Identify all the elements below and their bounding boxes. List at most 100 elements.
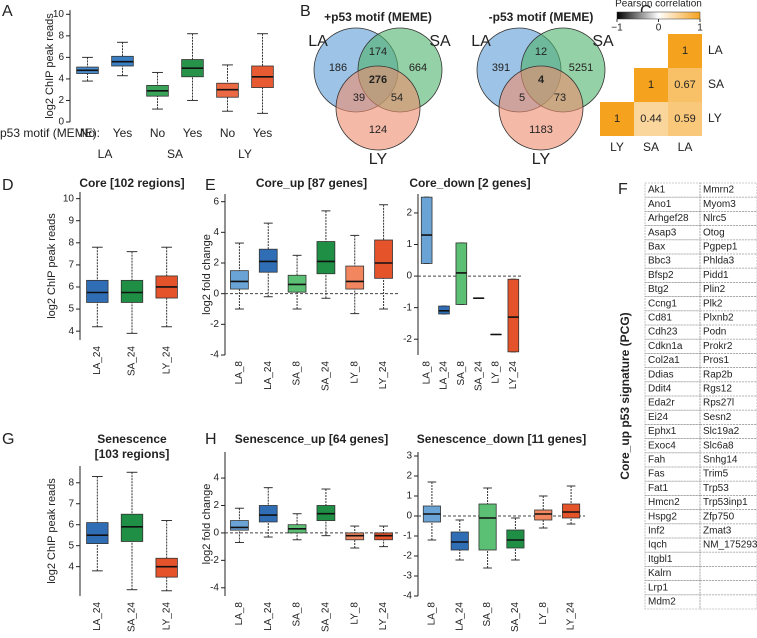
gene-name: Itgbl1 xyxy=(648,554,673,565)
gene-name: Mdm2 xyxy=(648,597,676,608)
y-tick-label: 6 xyxy=(68,519,74,530)
box xyxy=(346,266,364,289)
chart-title: Core [102 regions] xyxy=(79,176,184,190)
gene-name: Ak1 xyxy=(648,185,666,196)
table-cell xyxy=(700,552,757,566)
chart-title: Senescence_up [64 genes] xyxy=(235,432,388,446)
gene-name: Rps27l xyxy=(703,398,734,409)
y-axis-label: log2 ChIP peak reads xyxy=(46,478,58,584)
y-tick-label: -2 xyxy=(403,334,412,345)
y-axis-label: log2 fold change xyxy=(201,234,213,315)
x-tick-label: LY_24 xyxy=(161,346,172,375)
x-tick-label: LY_24 xyxy=(378,361,389,390)
table-cell xyxy=(700,595,757,609)
gene-name: Myom3 xyxy=(703,199,736,210)
region-count: 73 xyxy=(554,92,566,104)
gene-name: Ei24 xyxy=(648,412,668,423)
gene-name: Fas xyxy=(648,469,665,480)
gene-name: Arhgef28 xyxy=(648,213,689,224)
colorbar-title: Pearson correlation xyxy=(615,0,702,10)
region-count: 276 xyxy=(369,74,387,86)
x-tick-label: Yes xyxy=(183,126,203,140)
x-tick-label: LA_24 xyxy=(439,361,450,390)
cell-label: 1 xyxy=(648,79,654,91)
gene-name: Trp53inp1 xyxy=(703,497,748,508)
y-tick-label: 0 xyxy=(213,288,219,299)
x-tick-label: SA_24 xyxy=(127,346,138,376)
x-tick-label: LY_24 xyxy=(566,602,577,631)
box xyxy=(421,197,432,263)
x-tick-label: No xyxy=(150,126,166,140)
gene-name: Hmcn2 xyxy=(648,497,680,508)
y-tick-label: 4 xyxy=(68,561,74,572)
gene-name: Ccng1 xyxy=(648,298,677,309)
gene-name: Fat1 xyxy=(648,483,668,494)
x-tick-label: SA_24 xyxy=(321,361,332,391)
gene-name: Rgs12 xyxy=(703,384,732,395)
y-tick-label: 7 xyxy=(68,260,74,271)
y-axis-label: log2 fold change xyxy=(201,484,213,565)
gene-name: Zmat3 xyxy=(703,526,732,537)
cell-label: 0.59 xyxy=(674,113,695,125)
box xyxy=(87,280,108,302)
box xyxy=(87,523,108,544)
y-tick-label: -2 xyxy=(403,551,412,562)
venn-title: +p53 motif (MEME) xyxy=(324,10,432,24)
x-tick-label: LA_24 xyxy=(263,361,274,390)
region-count: 174 xyxy=(369,46,387,58)
y-tick-label: 1 xyxy=(406,239,412,250)
y-tick-label: -2 xyxy=(210,319,219,330)
gene-name: Podn xyxy=(703,327,726,338)
box xyxy=(375,240,393,278)
gene-name: Pgpep1 xyxy=(703,242,738,253)
chart-title: Senescence_down [11 genes] xyxy=(417,432,586,446)
table-cell xyxy=(700,581,757,595)
gene-name: Plin2 xyxy=(703,284,726,295)
y-tick-label: 0 xyxy=(406,511,412,522)
region-count: 391 xyxy=(492,62,510,74)
x-tick-label: LA_8 xyxy=(234,602,245,626)
gene-name: Bbc3 xyxy=(648,256,671,267)
col-label: LY xyxy=(610,140,624,154)
row-label: LY xyxy=(708,111,722,125)
gene-name: Plk2 xyxy=(703,298,723,309)
gene-name: Cdh23 xyxy=(648,327,678,338)
cell-label: 0.67 xyxy=(674,79,695,91)
y-tick-label: 3 xyxy=(406,451,412,462)
panel-label: E xyxy=(205,177,216,194)
gene-name: Otog xyxy=(703,227,725,238)
y-tick-label: 0 xyxy=(406,271,412,282)
chart-title: Core_down [2 genes] xyxy=(409,176,530,190)
gene-name: Phlda3 xyxy=(703,256,735,267)
box xyxy=(562,504,579,518)
gene-name: Pros1 xyxy=(703,355,730,366)
gene-name: Nlrc5 xyxy=(703,213,727,224)
y-tick-label: 2 xyxy=(58,95,64,106)
box xyxy=(317,242,335,274)
y-tick-label: 1 xyxy=(406,491,412,502)
cell-label: 1 xyxy=(614,113,620,125)
gene-name: Trp53 xyxy=(703,483,729,494)
region-count: 186 xyxy=(329,62,347,74)
y-tick-label: 4 xyxy=(213,473,219,484)
panel-label: A xyxy=(2,3,13,20)
row-label: LA xyxy=(708,43,723,57)
box xyxy=(259,505,277,521)
colorbar xyxy=(617,12,700,19)
y-tick-label: 10 xyxy=(53,9,65,20)
gene-name: Rap2b xyxy=(703,369,733,380)
col-label: LA xyxy=(678,140,693,154)
region-count: 1183 xyxy=(529,124,553,136)
gene-name: Hspg2 xyxy=(648,511,677,522)
gene-name: Lrp1 xyxy=(648,582,668,593)
x-tick-label: Yes xyxy=(253,126,273,140)
row-label: SA xyxy=(708,77,724,91)
y-tick-label: -4 xyxy=(210,350,219,361)
region-count: 5251 xyxy=(569,62,593,74)
x-tick-label: LA_24 xyxy=(263,602,274,631)
x-tick-label: No xyxy=(220,126,236,140)
table-cell xyxy=(700,566,757,580)
x-tick-label: SA_8 xyxy=(292,361,303,386)
x-tick-label: LY_8 xyxy=(538,602,549,625)
x-tick-label: LY_8 xyxy=(349,602,360,625)
